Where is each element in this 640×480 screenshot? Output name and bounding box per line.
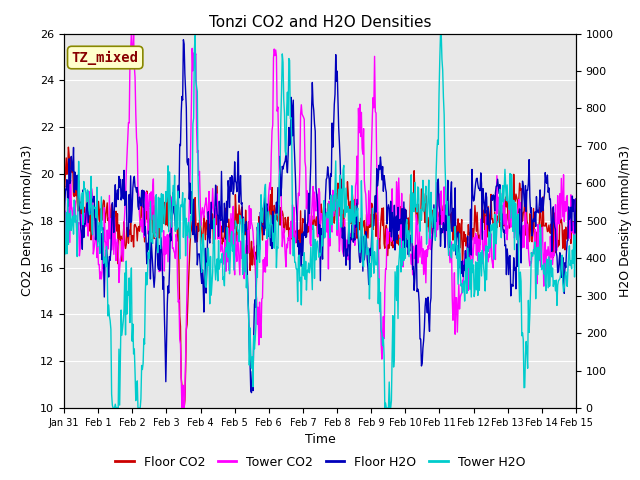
Floor H2O xyxy=(572,196,580,202)
Tower H2O xyxy=(205,260,213,266)
Tower CO2 xyxy=(223,259,231,264)
Floor CO2 xyxy=(180,405,188,411)
Floor CO2 xyxy=(523,217,531,223)
Floor CO2 xyxy=(65,144,72,150)
Floor H2O xyxy=(223,199,230,204)
Title: Tonzi CO2 and H2O Densities: Tonzi CO2 and H2O Densities xyxy=(209,15,431,30)
Tower CO2 xyxy=(130,31,138,36)
Line: Floor H2O: Floor H2O xyxy=(64,40,576,393)
Floor H2O xyxy=(398,206,406,212)
Floor CO2 xyxy=(187,230,195,236)
Tower CO2 xyxy=(60,238,68,244)
Floor CO2 xyxy=(223,250,231,255)
Floor CO2 xyxy=(206,236,214,241)
Line: Floor CO2: Floor CO2 xyxy=(64,147,576,408)
Tower CO2 xyxy=(187,138,195,144)
Tower CO2 xyxy=(206,220,214,226)
Floor H2O xyxy=(60,234,68,240)
Tower H2O xyxy=(186,235,194,241)
Tower CO2 xyxy=(178,405,186,411)
Floor H2O xyxy=(186,180,194,186)
Floor CO2 xyxy=(572,220,580,226)
Tower CO2 xyxy=(572,224,580,230)
Tower CO2 xyxy=(523,246,531,252)
Line: Tower CO2: Tower CO2 xyxy=(64,34,576,408)
Tower H2O xyxy=(523,350,531,356)
Tower H2O xyxy=(60,229,68,235)
Floor H2O xyxy=(248,390,255,396)
Tower CO2 xyxy=(460,257,468,263)
Text: TZ_mixed: TZ_mixed xyxy=(72,50,139,65)
Floor CO2 xyxy=(398,225,406,231)
Tower H2O xyxy=(223,249,230,255)
Y-axis label: CO2 Density (mmol/m3): CO2 Density (mmol/m3) xyxy=(22,145,35,297)
Legend: Floor CO2, Tower CO2, Floor H2O, Tower H2O: Floor CO2, Tower CO2, Floor H2O, Tower H… xyxy=(109,451,531,474)
Tower H2O xyxy=(436,31,444,36)
Floor H2O xyxy=(205,234,213,240)
Line: Tower H2O: Tower H2O xyxy=(64,34,576,408)
Floor CO2 xyxy=(60,182,68,188)
X-axis label: Time: Time xyxy=(305,433,335,446)
Tower H2O xyxy=(572,231,580,237)
Floor H2O xyxy=(180,37,188,43)
Tower H2O xyxy=(109,405,117,411)
Tower H2O xyxy=(460,278,468,284)
Floor H2O xyxy=(460,263,468,268)
Floor CO2 xyxy=(460,229,468,235)
Y-axis label: H2O Density (mmol/m3): H2O Density (mmol/m3) xyxy=(620,145,632,297)
Tower CO2 xyxy=(398,191,406,196)
Floor H2O xyxy=(523,187,531,193)
Tower H2O xyxy=(397,269,404,275)
